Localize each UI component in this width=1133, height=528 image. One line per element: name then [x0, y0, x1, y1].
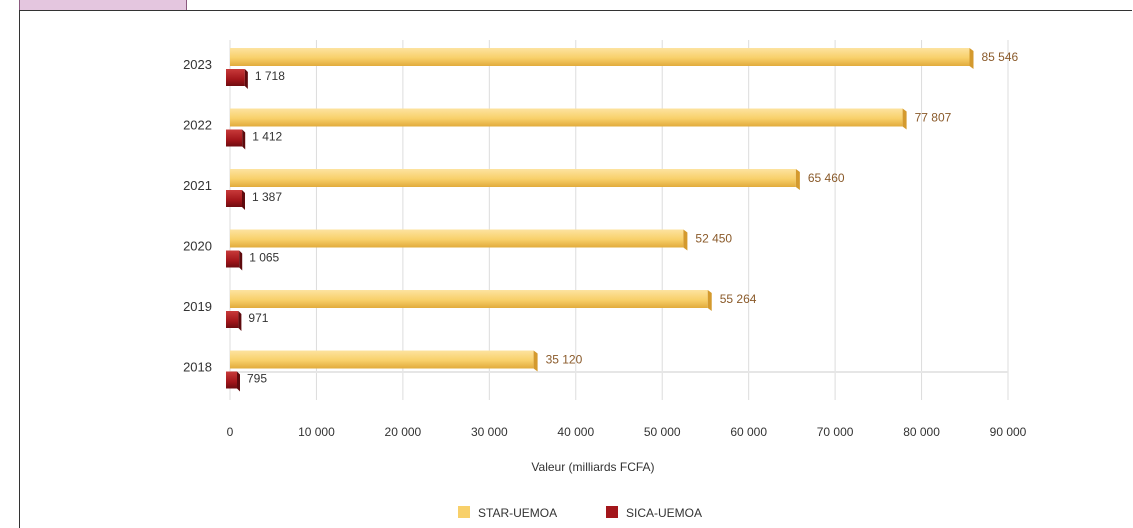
bar-star-uemoa-side [533, 350, 538, 372]
y-category-label: 2020 [183, 239, 212, 254]
data-label-star-uemoa: 85 546 [981, 50, 1018, 64]
x-tick-label: 30 000 [471, 425, 508, 439]
bar-sica-uemoa [226, 250, 240, 268]
legend: STAR-UEMOA SICA-UEMOA [458, 506, 702, 520]
bar-star-uemoa [230, 229, 684, 248]
y-category-label: 2021 [183, 178, 212, 193]
x-axis-title: Valeur (milliards FCFA) [531, 460, 654, 474]
bar-star-uemoa-side [707, 290, 712, 311]
legend-swatch [458, 506, 470, 518]
x-tick-label: 70 000 [817, 425, 854, 439]
y-category-label: 2023 [183, 57, 212, 72]
data-label-sica-uemoa: 1 387 [252, 190, 282, 204]
legend-label: SICA-UEMOA [626, 506, 702, 520]
data-label-sica-uemoa: 795 [247, 372, 267, 386]
data-label-star-uemoa: 35 120 [546, 353, 583, 367]
x-tick-label: 40 000 [557, 425, 594, 439]
bar-sica-uemoa-side [242, 129, 246, 150]
bar-star-uemoa-side [902, 108, 907, 130]
data-label-sica-uemoa: 971 [248, 311, 268, 325]
x-tick-label: 0 [227, 425, 234, 439]
bar-sica-uemoa [226, 129, 243, 147]
data-label-star-uemoa: 55 264 [720, 292, 757, 306]
x-tick-label: 20 000 [385, 425, 422, 439]
data-label-sica-uemoa: 1 065 [249, 251, 279, 265]
bar-sica-uemoa [226, 69, 245, 86]
bar-star-uemoa [230, 108, 903, 127]
x-tick-label: 90 000 [990, 425, 1027, 439]
bar-star-uemoa [230, 290, 708, 308]
legend-label: STAR-UEMOA [478, 506, 557, 520]
bar-star-uemoa-side [969, 48, 974, 69]
x-tick-label: 10 000 [298, 425, 335, 439]
bar-star-uemoa [230, 350, 534, 369]
bars [226, 48, 974, 392]
data-label-sica-uemoa: 1 718 [255, 69, 285, 83]
bar-star-uemoa [230, 48, 970, 66]
x-tick-label: 80 000 [903, 425, 940, 439]
data-label-sica-uemoa: 1 412 [252, 130, 282, 144]
bar-sica-uemoa-side [238, 311, 242, 331]
figure-frame [19, 10, 1132, 528]
x-tick-label: 50 000 [644, 425, 681, 439]
bar-sica-uemoa-side [241, 190, 245, 210]
bar-sica-uemoa [226, 371, 237, 389]
bar-sica-uemoa [226, 311, 239, 328]
legend-swatch [606, 506, 618, 518]
x-tick-label: 60 000 [730, 425, 767, 439]
bar-sica-uemoa-side [239, 250, 243, 271]
bar-star-uemoa-side [795, 169, 800, 190]
grid-lines [229, 40, 1009, 400]
bar-star-uemoa [230, 169, 796, 187]
bar-sica-uemoa [226, 190, 242, 207]
data-label-star-uemoa: 52 450 [695, 232, 732, 246]
bar-sica-uemoa-side [237, 371, 240, 392]
data-label-star-uemoa: 65 460 [808, 171, 845, 185]
data-label-star-uemoa: 77 807 [915, 111, 952, 125]
axes: 0 10 000 20 000 30 000 40 000 50 000 60 000 70 … [183, 57, 1027, 439]
bar-sica-uemoa-side [244, 69, 248, 89]
y-category-label: 2018 [183, 360, 212, 375]
y-category-label: 2019 [183, 299, 212, 314]
bar-star-uemoa-side [683, 229, 688, 251]
data-labels: 85 546 1 718 77 807 1 412 65 460 1 387 52 450 1… [247, 50, 1019, 386]
y-category-label: 2022 [183, 118, 212, 133]
